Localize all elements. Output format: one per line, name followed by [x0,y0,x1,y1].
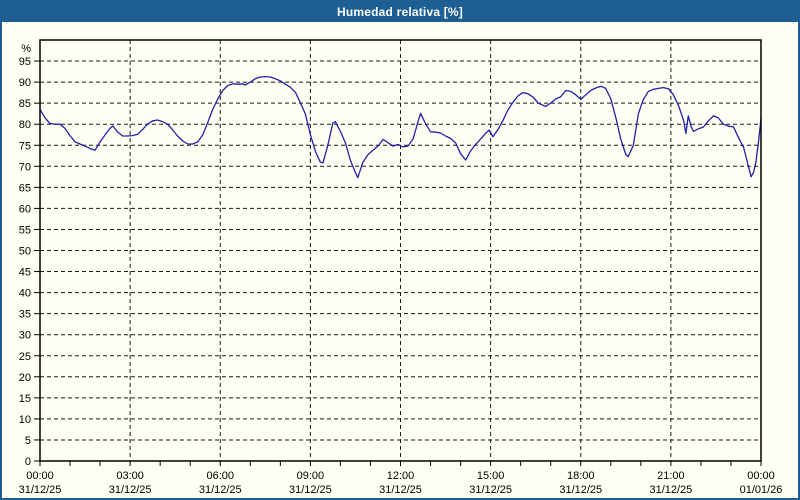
x-axis-time-label: 18:00 [567,470,595,482]
y-axis-tick-label: 45 [19,267,31,279]
y-axis-tick-label: 65 [19,182,31,194]
y-axis-tick-label: 90 [19,77,31,89]
x-axis-date-label: 31/12/25 [289,484,332,496]
y-axis-tick-label: 0 [25,456,31,468]
x-axis-time-label: 09:00 [297,470,325,482]
y-axis-tick-label: 95 [19,56,31,68]
y-axis-tick-label: 85 [19,98,31,110]
titlebar: Humedad relativa [%] [2,2,798,22]
x-axis-date-label: 31/12/25 [649,484,692,496]
humidity-line-chart: 0 5 10 15 20 25 30 35 40 45 50 55 60 65 70 75 80 85 90 95% 0… [19,39,783,496]
y-axis-tick-label: 60 [19,203,31,215]
y-axis-tick-label: 75 [19,140,31,152]
chart-area: 0 5 10 15 20 25 30 35 40 45 50 55 60 65 70 75 80 85 90 95% 0… [2,22,798,498]
x-axis-time-label: 06:00 [206,470,234,482]
chart-title: Humedad relativa [%] [336,5,464,19]
x-axis-date-label: 31/12/25 [559,484,602,496]
x-axis-date-label: 31/12/25 [19,484,62,496]
x-axis-time-label: 12:00 [387,470,415,482]
y-axis-tick-label: 40 [19,288,31,300]
x-axis-date-label: 31/12/25 [109,484,152,496]
y-axis-tick-label: 15 [19,393,31,405]
x-axis-time-label: 03:00 [116,470,144,482]
plot-frame [39,39,762,462]
y-axis-tick-label: 20 [19,372,31,384]
x-axis-time-label: 21:00 [657,470,685,482]
y-axis-tick-label: 80 [19,119,31,131]
y-axis-unit-label: % [21,43,31,55]
y-axis-tick-label: 10 [19,414,31,426]
y-axis-tick-label: 50 [19,246,31,258]
y-axis-tick-label: 5 [25,435,31,447]
x-axis-time-label: 00:00 [747,470,775,482]
y-axis-tick-label: 30 [19,330,31,342]
x-axis-time-label: 00:00 [26,470,54,482]
humidity-series-line [39,75,762,179]
x-axis-date-label: 31/12/25 [379,484,422,496]
y-axis-tick-label: 70 [19,161,31,173]
y-axis-tick-label: 55 [19,224,31,236]
x-axis-date-label: 31/12/25 [199,484,242,496]
x-axis-date-label: 31/12/25 [469,484,512,496]
y-axis-tick-label: 35 [19,309,31,321]
x-axis-date-label: 01/01/26 [740,484,783,496]
x-axis-time-label: 15:00 [477,470,505,482]
y-axis-tick-label: 25 [19,351,31,363]
